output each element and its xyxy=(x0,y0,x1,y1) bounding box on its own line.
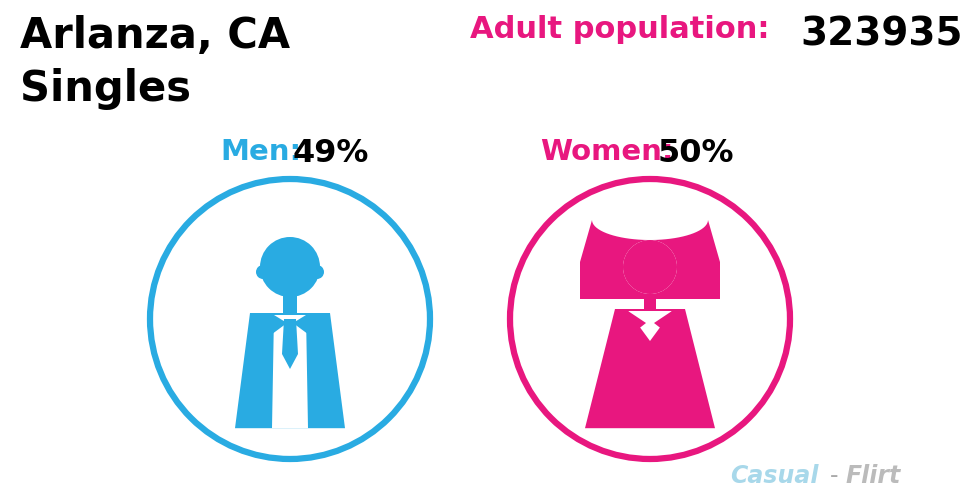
Polygon shape xyxy=(282,319,298,369)
Circle shape xyxy=(260,237,320,298)
Text: Flirt: Flirt xyxy=(845,463,900,487)
Text: Arlanza, CA: Arlanza, CA xyxy=(20,15,290,57)
Text: -: - xyxy=(830,463,838,487)
FancyBboxPatch shape xyxy=(283,296,297,313)
Circle shape xyxy=(256,266,270,280)
FancyBboxPatch shape xyxy=(644,292,656,312)
Polygon shape xyxy=(585,310,715,428)
Polygon shape xyxy=(293,315,330,343)
Polygon shape xyxy=(235,313,345,428)
Polygon shape xyxy=(623,312,646,341)
Polygon shape xyxy=(285,319,295,327)
Circle shape xyxy=(623,240,677,295)
Text: 50%: 50% xyxy=(658,138,734,169)
Text: 49%: 49% xyxy=(293,138,370,169)
Circle shape xyxy=(310,266,324,280)
Text: Singles: Singles xyxy=(20,68,191,110)
Polygon shape xyxy=(654,312,677,341)
Text: Men:: Men: xyxy=(220,138,301,166)
Circle shape xyxy=(623,240,677,295)
Polygon shape xyxy=(580,220,720,300)
Text: 323935: 323935 xyxy=(800,15,960,53)
Polygon shape xyxy=(272,315,308,428)
Polygon shape xyxy=(250,315,287,343)
Polygon shape xyxy=(628,312,672,341)
Text: Women:: Women: xyxy=(540,138,674,166)
Text: Adult population:: Adult population: xyxy=(470,15,770,44)
Text: Casual: Casual xyxy=(730,463,819,487)
